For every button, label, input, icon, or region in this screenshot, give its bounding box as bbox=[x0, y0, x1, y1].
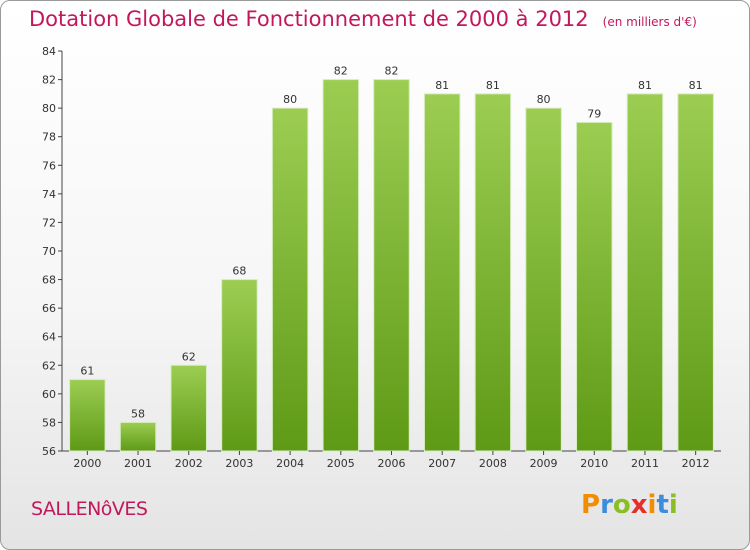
data-label: 80 bbox=[537, 93, 551, 106]
data-label: 58 bbox=[131, 407, 145, 420]
logo-letter: r bbox=[600, 490, 613, 520]
x-tick-label: 2003 bbox=[225, 457, 253, 470]
bar bbox=[373, 79, 410, 452]
logo-letter: i bbox=[647, 490, 657, 520]
commune-name: SALLENôVES bbox=[31, 498, 148, 520]
data-label: 68 bbox=[232, 265, 246, 278]
bar bbox=[423, 93, 461, 452]
bar bbox=[322, 79, 360, 452]
data-label: 61 bbox=[80, 365, 94, 378]
logo-letter: t bbox=[656, 490, 669, 520]
y-tick-label: 64 bbox=[42, 331, 56, 344]
y-tick-label: 78 bbox=[42, 131, 56, 144]
x-tick-label: 2004 bbox=[276, 457, 304, 470]
logo-letter: o bbox=[612, 490, 631, 520]
title-text: Dotation Globale de Fonctionnement de 20… bbox=[29, 7, 589, 31]
y-tick-label: 76 bbox=[42, 159, 56, 172]
bar bbox=[69, 379, 106, 452]
bar bbox=[525, 107, 562, 452]
y-tick-label: 62 bbox=[42, 359, 56, 372]
y-tick-label: 74 bbox=[42, 188, 56, 201]
bar bbox=[677, 93, 714, 452]
data-label: 81 bbox=[486, 79, 500, 92]
data-label: 81 bbox=[689, 79, 703, 92]
data-label: 82 bbox=[334, 65, 348, 78]
y-tick-label: 68 bbox=[42, 274, 56, 287]
proxiti-logo: Proxiti bbox=[581, 490, 678, 520]
data-label: 79 bbox=[587, 107, 601, 120]
chart-title: Dotation Globale de Fonctionnement de 20… bbox=[29, 7, 697, 31]
x-tick-label: 2008 bbox=[479, 457, 507, 470]
y-tick-label: 60 bbox=[42, 388, 56, 401]
y-tick-label: 82 bbox=[42, 74, 56, 87]
bar bbox=[474, 93, 512, 452]
data-label: 62 bbox=[182, 350, 196, 363]
bar bbox=[576, 121, 613, 452]
logo-letter: i bbox=[668, 490, 678, 520]
x-tick-label: 2005 bbox=[327, 457, 355, 470]
logo-letter: x bbox=[630, 490, 648, 520]
bar bbox=[626, 93, 664, 452]
y-tick-label: 72 bbox=[42, 216, 56, 229]
bar bbox=[119, 421, 157, 452]
x-tick-label: 2000 bbox=[73, 457, 101, 470]
data-label: 81 bbox=[638, 79, 652, 92]
x-tick-label: 2010 bbox=[580, 457, 608, 470]
chart-subtitle: (en milliers d'€) bbox=[602, 15, 697, 29]
data-label: 80 bbox=[283, 93, 297, 106]
x-tick-label: 2009 bbox=[530, 457, 558, 470]
data-label: 81 bbox=[435, 79, 449, 92]
y-tick-label: 58 bbox=[42, 416, 56, 429]
logo-letter: P bbox=[581, 490, 601, 520]
x-tick-label: 2002 bbox=[175, 457, 203, 470]
data-label: 82 bbox=[385, 65, 399, 78]
bar bbox=[170, 364, 207, 452]
x-tick-label: 2001 bbox=[124, 457, 152, 470]
x-tick-label: 2007 bbox=[428, 457, 456, 470]
x-tick-label: 2012 bbox=[682, 457, 710, 470]
bar bbox=[221, 279, 258, 452]
bar bbox=[271, 107, 309, 452]
y-tick-label: 80 bbox=[42, 102, 56, 115]
x-tick-label: 2006 bbox=[378, 457, 406, 470]
y-tick-label: 84 bbox=[42, 45, 56, 58]
x-tick-label: 2011 bbox=[631, 457, 659, 470]
y-tick-label: 56 bbox=[42, 445, 56, 458]
y-tick-label: 70 bbox=[42, 245, 56, 258]
y-tick-label: 66 bbox=[42, 302, 56, 315]
